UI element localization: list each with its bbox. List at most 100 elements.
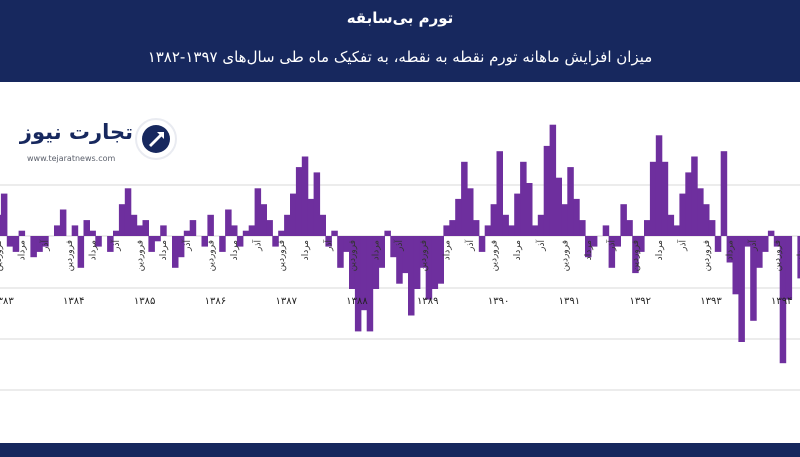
area-mark: [378, 236, 385, 268]
month-tick-label: فروردین: [348, 240, 358, 271]
area-mark: [225, 209, 232, 236]
area-mark: [720, 151, 728, 236]
area-mark: [36, 236, 43, 252]
area-mark: [278, 230, 285, 236]
area-mark: [189, 220, 197, 236]
month-tick-label: فروردین: [277, 240, 287, 271]
area-mark: [172, 236, 179, 268]
month-tick-label: آذر: [535, 240, 547, 252]
area-mark: [337, 236, 344, 268]
area-mark: [148, 236, 155, 252]
month-tick-label: فروردین: [65, 240, 75, 271]
area-mark: [402, 236, 409, 274]
area-mark: [514, 193, 521, 236]
area-mark: [366, 236, 374, 332]
year-tick-label: ۱۳۸۳: [0, 296, 14, 307]
area-mark: [260, 204, 267, 236]
area-mark: [697, 188, 704, 236]
area-mark: [272, 236, 279, 247]
area-mark: [708, 220, 716, 236]
area-mark: [207, 214, 214, 236]
year-tick-label: ۱۳۸۷: [275, 296, 297, 307]
area-mark: [136, 225, 144, 236]
area-mark: [520, 161, 527, 236]
month-tick-label: فروردین: [0, 240, 4, 271]
publisher-logo: تجارت نیوز www.tejaratnews.com: [20, 114, 177, 172]
area-mark: [567, 167, 574, 236]
area-mark: [77, 236, 85, 268]
area-mark: [71, 225, 79, 236]
month-tick-label: فروردین: [419, 240, 429, 271]
area-mark: [608, 236, 616, 268]
area-mark: [738, 236, 745, 342]
year-tick-label: ۱۳۹۴: [771, 296, 792, 307]
area-mark: [396, 236, 403, 284]
area-mark: [555, 177, 562, 236]
area-mark: [490, 204, 498, 236]
area-mark: [248, 225, 256, 236]
area-mark: [319, 214, 326, 236]
area-mark: [83, 220, 90, 236]
logo-wordmark: تجارت نیوز: [19, 120, 133, 144]
month-tick-label: آذر: [464, 240, 476, 252]
area-mark: [543, 145, 551, 236]
area-mark: [160, 225, 167, 236]
area-mark: [732, 236, 739, 295]
area-mark: [726, 236, 734, 263]
area-mark: [431, 236, 439, 289]
chart-title: تورم بی‌سابقه: [346, 9, 454, 27]
area-mark: [42, 236, 49, 247]
area-mark: [107, 236, 114, 252]
month-tick-label: مرداد: [88, 240, 98, 260]
year-tick-label: ۱۳۸۴: [63, 296, 84, 307]
area-mark: [549, 124, 557, 236]
area-mark: [679, 193, 686, 236]
month-tick-label: مرداد: [442, 240, 452, 260]
chart-footer: [0, 443, 800, 457]
area-mark: [219, 236, 226, 252]
area-mark: [6, 236, 14, 247]
logo-url: www.tejaratnews.com: [27, 154, 116, 163]
area-mark: [301, 156, 309, 236]
area-mark: [561, 204, 568, 236]
month-tick-label: آذر: [181, 240, 193, 252]
chart-header: تورم بی‌سابقه میزان افزایش ماهانه تورم ن…: [0, 0, 800, 82]
area-mark: [744, 236, 751, 247]
area-mark: [773, 236, 781, 247]
area-mark: [649, 161, 657, 236]
month-tick-label: مرداد: [18, 240, 28, 260]
area-mark: [331, 230, 338, 236]
area-mark: [484, 225, 492, 236]
area-mark: [614, 236, 621, 247]
month-tick-label: مرداد: [301, 240, 311, 260]
area-mark: [12, 236, 20, 252]
area-mark: [290, 193, 297, 236]
area-mark: [384, 230, 391, 236]
month-tick-label: آذر: [393, 240, 405, 252]
area-mark: [797, 236, 800, 279]
area-mark: [632, 236, 639, 274]
area-mark: [54, 225, 61, 236]
area-mark: [95, 236, 102, 247]
chart-subtitle: میزان افزایش ماهانه تورم نقطه به نقطه، ب…: [147, 48, 653, 66]
month-tick-label: مرداد: [584, 240, 594, 260]
year-tick-label: ۱۳۸۶: [205, 296, 226, 307]
area-mark: [201, 236, 208, 247]
month-tick-label: آذر: [322, 240, 334, 252]
month-tick-label: آذر: [110, 240, 122, 252]
month-tick-label: مرداد: [726, 240, 736, 260]
logo-emblem-icon: [135, 118, 177, 160]
month-tick-label: آذر: [252, 240, 264, 252]
month-tick-label: فروردین: [773, 240, 783, 271]
area-mark: [779, 236, 787, 364]
area-mark: [537, 214, 545, 236]
area-mark: [449, 220, 456, 236]
area-mark: [502, 214, 509, 236]
area-mark: [236, 236, 244, 247]
area-mark: [655, 135, 663, 236]
month-tick-label: آذر: [39, 240, 51, 252]
month-tick-label: مرداد: [513, 240, 523, 260]
month-tick-label: مرداد: [372, 240, 382, 260]
area-mark: [124, 188, 132, 236]
area-mark: [130, 214, 138, 236]
